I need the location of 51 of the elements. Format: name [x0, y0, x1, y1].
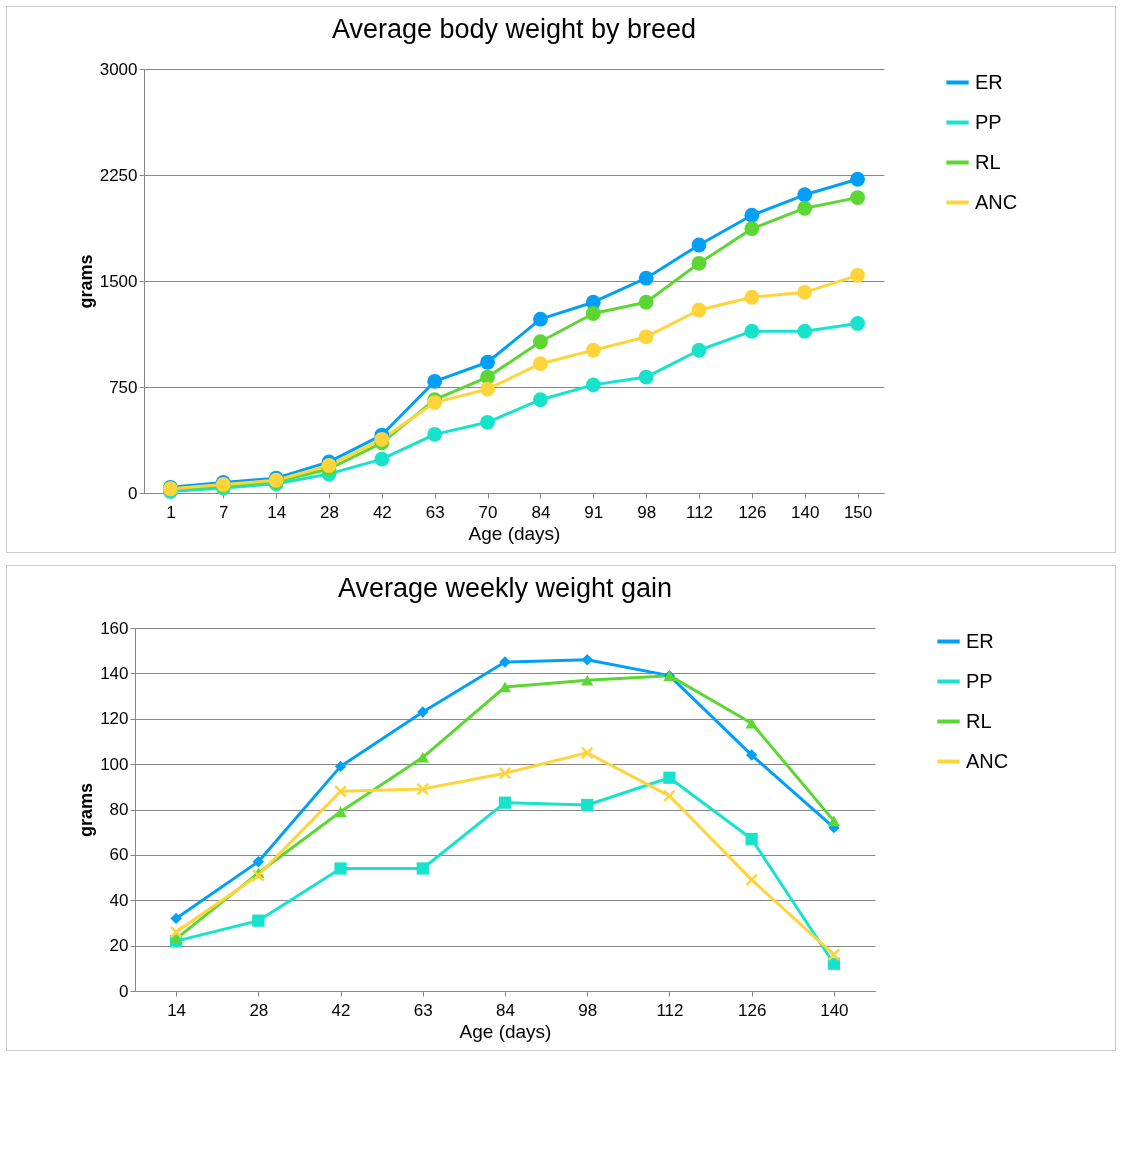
y-tick-label: 120: [100, 709, 129, 729]
x-tick-label: 126: [738, 502, 767, 522]
y-tick-label: 140: [100, 663, 129, 683]
x-tick-label: 1: [166, 502, 176, 522]
x-tick-label: 126: [737, 1000, 767, 1020]
legend-label: PP: [966, 669, 993, 692]
x-tick-label: 140: [820, 1000, 849, 1020]
x-tick-label: 42: [372, 502, 392, 522]
x-axis-title: Age (days): [468, 522, 561, 544]
x-tick-label: 112: [656, 1000, 684, 1020]
x-tick-label: 63: [413, 1000, 433, 1020]
x-tick-label: 98: [578, 1000, 598, 1020]
y-axis-title: grams: [76, 782, 97, 838]
x-tick-label: 84: [496, 1000, 515, 1020]
x-tick-label: 70: [478, 502, 498, 522]
chart-title: Average weekly weight gain: [337, 573, 673, 603]
x-tick-label: 42: [331, 1000, 351, 1020]
legend-label: ER: [966, 629, 994, 652]
y-tick-label: 2250: [99, 165, 138, 185]
x-tick-label: 63: [425, 502, 445, 522]
legend-label: ER: [975, 70, 1003, 93]
x-tick-label: 28: [249, 1000, 269, 1020]
y-tick-label: 100: [100, 754, 129, 774]
y-tick-label: 750: [109, 377, 138, 397]
x-tick-label: 112: [685, 502, 714, 522]
x-tick-label: 150: [843, 502, 873, 522]
legend-label: RL: [975, 150, 1001, 173]
legend-label: PP: [975, 110, 1002, 133]
legend-label: ANC: [975, 190, 1018, 213]
y-tick-label: 0: [119, 981, 129, 1001]
y-tick-label: 60: [109, 845, 129, 865]
chart-title: Average body weight by breed: [331, 14, 697, 44]
y-tick-label: 160: [100, 618, 129, 638]
y-tick-label: 3000: [99, 59, 138, 79]
x-axis-title: Age (days): [459, 1020, 552, 1042]
y-tick-label: 80: [109, 800, 129, 819]
x-tick-label: 28: [320, 502, 339, 522]
legend-label: ANC: [966, 749, 1009, 772]
x-tick-label: 98: [637, 502, 657, 522]
x-tick-label: 84: [531, 502, 551, 522]
x-tick-label: 91: [584, 502, 604, 522]
x-tick-label: 7: [219, 502, 229, 522]
x-tick-label: 14: [167, 1000, 187, 1020]
x-tick-label: 140: [791, 502, 820, 522]
y-tick-label: 0: [128, 483, 138, 503]
x-tick-label: 14: [267, 502, 287, 522]
y-axis-title: grams: [75, 254, 96, 309]
legend-label: RL: [966, 709, 992, 732]
y-tick-label: 1500: [99, 271, 138, 291]
y-tick-label: 40: [109, 890, 129, 910]
y-tick-label: 20: [109, 936, 129, 956]
